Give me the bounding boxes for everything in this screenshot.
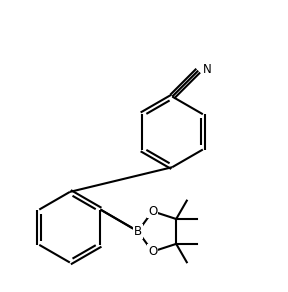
Text: B: B <box>134 225 142 238</box>
Text: O: O <box>148 245 157 258</box>
Text: N: N <box>203 63 212 76</box>
Text: O: O <box>148 205 157 218</box>
